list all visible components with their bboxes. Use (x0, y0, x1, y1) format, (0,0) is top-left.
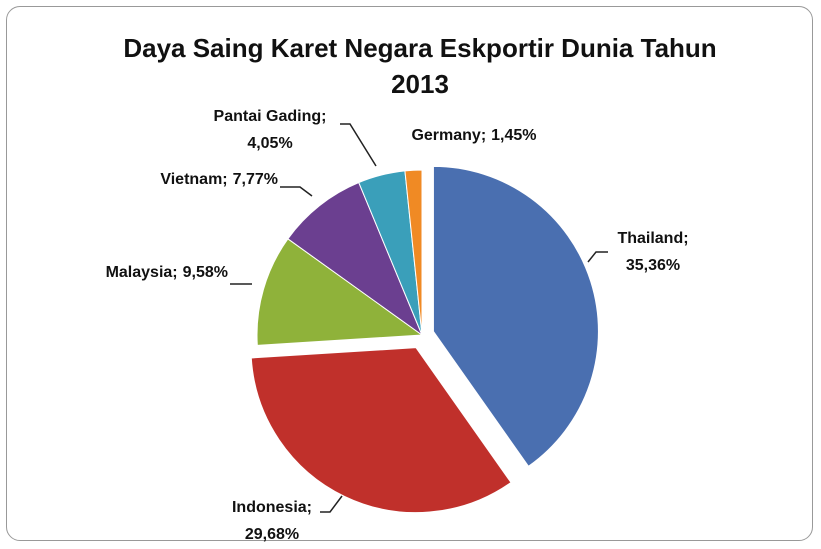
label-value: 7,77% (233, 171, 278, 188)
label-value: 9,58% (183, 264, 228, 281)
label-category: Thailand; (617, 230, 688, 247)
data-label: Pantai Gading; 4,05% (214, 108, 327, 152)
leader-line (280, 186, 313, 197)
data-label: Thailand; 35,36% (617, 230, 688, 274)
leader-line (340, 123, 377, 167)
pie-slice (432, 165, 599, 467)
label-value: 4,05% (247, 135, 292, 152)
pie-slice (404, 169, 423, 336)
pie-slice (287, 181, 424, 337)
label-category: Vietnam; (160, 171, 227, 188)
leader-line (587, 251, 608, 263)
leader-line (320, 495, 343, 513)
label-value: 29,68% (245, 526, 299, 543)
pie-slice (256, 238, 424, 346)
label-category: Malaysia; (106, 264, 178, 281)
data-label: Germany; 1,45% (411, 127, 536, 144)
pie-slice (250, 347, 512, 514)
label-value: 35,36% (626, 257, 680, 274)
label-category: Germany; (411, 127, 486, 144)
label-value: 1,45% (491, 127, 536, 144)
data-label: Indonesia; 29,68% (232, 499, 312, 543)
label-category: Indonesia; (232, 499, 312, 516)
chart-frame (6, 6, 813, 541)
label-category: Pantai Gading; (214, 108, 327, 125)
chart-title: Daya Saing Karet Negara Eskportir Dunia … (123, 33, 717, 99)
data-label: Vietnam; 7,77% (160, 171, 278, 188)
data-label: Malaysia; 9,58% (106, 264, 228, 281)
